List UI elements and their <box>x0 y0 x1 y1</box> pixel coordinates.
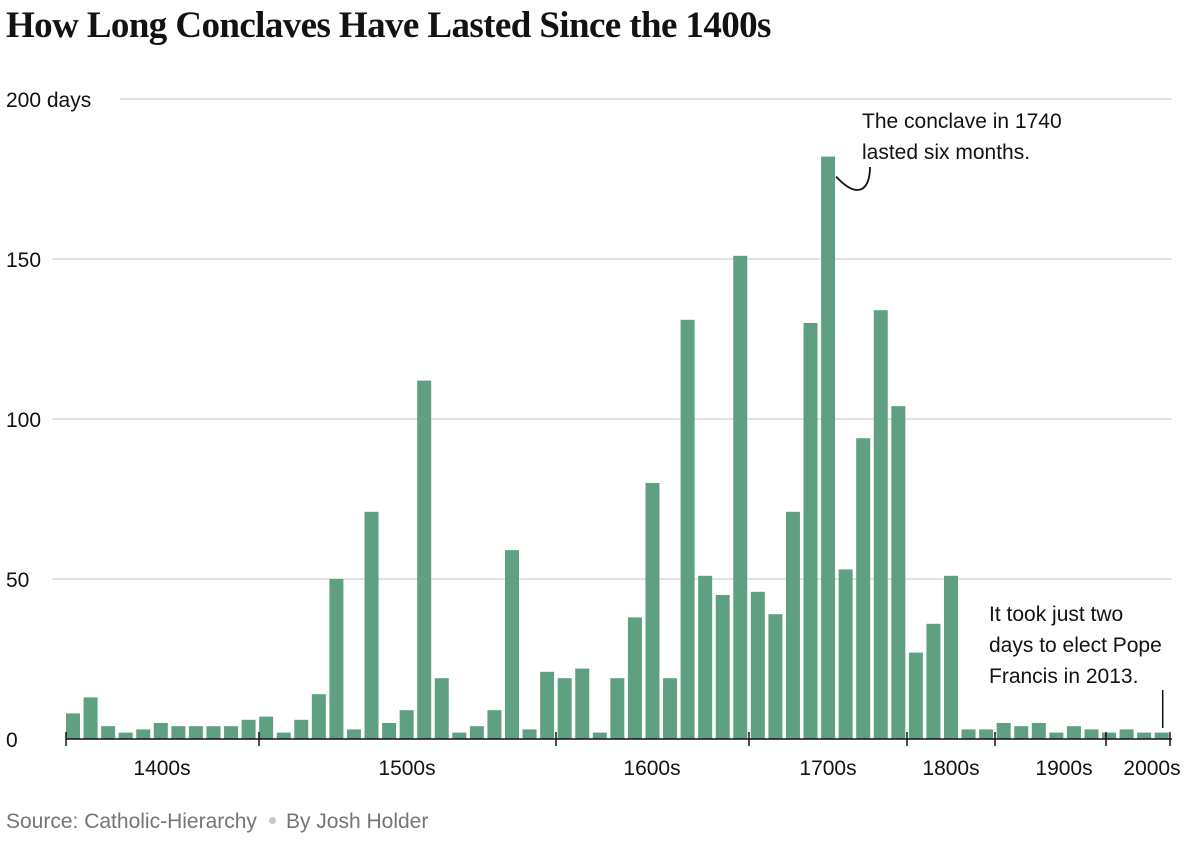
bar <box>821 156 836 740</box>
bar <box>294 719 309 739</box>
bar <box>680 319 695 739</box>
x-tick-label: 2000s <box>1123 757 1180 780</box>
bar <box>1154 732 1169 739</box>
footer-credits: Source: Catholic-Hierarchy By Josh Holder <box>6 810 428 834</box>
bar <box>224 726 239 739</box>
bar <box>188 726 203 739</box>
y-tick-label: 50 <box>6 569 29 592</box>
bar <box>434 678 449 739</box>
y-axis-labels: 0 50 100 150 200 days <box>6 89 91 752</box>
bar <box>873 310 888 739</box>
bar <box>276 732 291 739</box>
bar <box>206 726 221 739</box>
annotations: The conclave in 1740 lasted six months. It… <box>835 110 1164 728</box>
bar <box>101 726 116 739</box>
bar <box>1031 723 1046 739</box>
x-tick-label: 1400s <box>133 757 190 780</box>
annotation-text: days to elect Pope <box>989 634 1162 657</box>
y-tick-label: 150 <box>6 249 41 272</box>
bar <box>856 438 871 739</box>
bar <box>961 729 976 739</box>
bar <box>540 671 555 739</box>
annotation-text: Francis in 2013. <box>989 665 1138 688</box>
bar <box>83 697 98 739</box>
bar <box>505 550 519 739</box>
bar <box>311 694 326 739</box>
bar <box>452 732 467 739</box>
x-tick-label: 1700s <box>799 757 856 780</box>
bar <box>66 713 80 739</box>
bar <box>575 668 590 739</box>
bar <box>1014 726 1029 739</box>
bar <box>522 729 537 739</box>
bar <box>329 579 344 739</box>
x-axis <box>65 732 1172 746</box>
bar <box>153 723 168 739</box>
bar <box>838 569 853 739</box>
bar <box>1049 732 1064 739</box>
bar <box>979 729 994 739</box>
bar <box>171 726 186 739</box>
bar <box>487 710 502 739</box>
x-tick-label: 1900s <box>1035 757 1092 780</box>
bar <box>364 511 379 739</box>
annotation-text: It took just two <box>989 603 1123 626</box>
bar <box>259 716 274 739</box>
bar <box>996 723 1011 739</box>
bar <box>399 710 414 739</box>
bar <box>663 678 678 739</box>
source-text: Source: Catholic-Hierarchy <box>6 810 257 833</box>
y-tick-label: 200 days <box>6 89 91 112</box>
bar <box>1119 729 1134 739</box>
bar <box>627 617 642 739</box>
bar <box>645 483 660 739</box>
bar <box>733 255 748 740</box>
x-tick-label: 1500s <box>378 757 435 780</box>
bar <box>1084 729 1099 739</box>
bar <box>592 732 607 739</box>
bar <box>1102 732 1117 739</box>
bar <box>944 575 958 739</box>
bar <box>136 729 151 739</box>
bar <box>926 623 941 739</box>
bar <box>891 406 906 739</box>
bar <box>803 323 818 739</box>
y-tick-label: 100 <box>6 409 41 432</box>
gridlines <box>52 98 1172 580</box>
bar <box>557 678 572 739</box>
bar <box>118 732 133 739</box>
bar <box>750 591 765 739</box>
bar <box>715 595 730 739</box>
chart-title: How Long Conclaves Have Lasted Since the… <box>6 5 771 46</box>
bar <box>417 380 432 739</box>
bar <box>908 652 923 739</box>
x-axis-labels: 1400s 1500s 1600s 1700s 1800s 1900s 2000s <box>133 757 1180 780</box>
bar <box>241 719 256 739</box>
bar <box>1066 726 1081 739</box>
bar <box>698 575 713 739</box>
annotation-text: lasted six months. <box>862 141 1030 164</box>
bar <box>1137 732 1152 739</box>
x-tick-label: 1600s <box>623 757 680 780</box>
annotation-leader <box>835 166 871 191</box>
byline-text: By Josh Holder <box>285 810 429 833</box>
bar <box>785 511 800 739</box>
bar <box>346 729 361 739</box>
bar <box>469 726 484 739</box>
annotation-text: The conclave in 1740 <box>862 110 1062 133</box>
bar <box>382 723 397 739</box>
y-tick-label: 0 <box>6 729 18 752</box>
bar <box>610 678 625 739</box>
bars <box>66 156 1169 740</box>
bar <box>768 614 783 739</box>
separator-dot <box>268 817 276 825</box>
x-tick-label: 1800s <box>922 757 979 780</box>
